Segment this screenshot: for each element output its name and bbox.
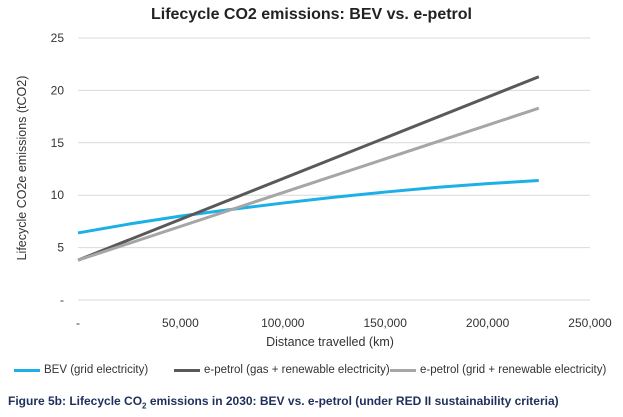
x-tick-label: 50,000 [162, 316, 199, 330]
y-tick-label: 20 [51, 83, 65, 97]
legend-item-e-petrol-gas: e-petrol (gas + renewable electricity) [174, 364, 390, 376]
x-tick-label: 150,000 [364, 316, 408, 330]
gridlines [78, 37, 590, 301]
legend-label-e-petrol-grid: e-petrol (grid + renewable electricity) [420, 364, 607, 376]
chart-title: Lifecycle CO2 emissions: BEV vs. e-petro… [150, 6, 472, 23]
legend-label-bev: BEV (grid electricity) [44, 364, 149, 376]
tick-labels: - 5 10 15 20 25 - 50,000 100,000 150,000 200,000 25… [51, 31, 612, 330]
y-tick-label: 15 [51, 136, 65, 150]
legend-swatch-bev [14, 368, 40, 372]
series-line-1 [77, 75, 540, 262]
legend-swatch-e-petrol-gas [174, 368, 200, 372]
line-chart: - 5 10 15 20 25 - 50,000 100,000 150,000 200,000 25… [15, 31, 612, 349]
legend-item-e-petrol-grid: e-petrol (grid + renewable electricity) [390, 364, 606, 376]
x-tick-label: 100,000 [261, 316, 305, 330]
legend-swatch-e-petrol-grid [390, 368, 416, 372]
y-axis-label: Lifecycle CO2e emissions (tCO2) [15, 76, 29, 261]
x-axis-label: Distance travelled (km) [266, 335, 394, 349]
y-tick-label: 5 [57, 241, 64, 255]
series-line-2 [77, 106, 540, 262]
y-tick-label: 25 [51, 31, 65, 45]
y-tick-label: 10 [51, 188, 65, 202]
figure-caption: Figure 5b: Lifecycle CO2 emissions in 20… [8, 394, 559, 411]
y-tick-label: - [60, 293, 64, 307]
series-lines [77, 75, 540, 262]
legend-item-bev: BEV (grid electricity) [14, 364, 148, 376]
series-line-0 [77, 179, 539, 235]
x-tick-label: 200,000 [466, 316, 510, 330]
x-tick-label: 250,000 [568, 316, 612, 330]
legend-label-e-petrol-gas: e-petrol (gas + renewable electricity) [204, 364, 390, 376]
x-tick-label: - [76, 316, 80, 330]
legend: BEV (grid electricity) e-petrol (gas + r… [14, 364, 614, 380]
